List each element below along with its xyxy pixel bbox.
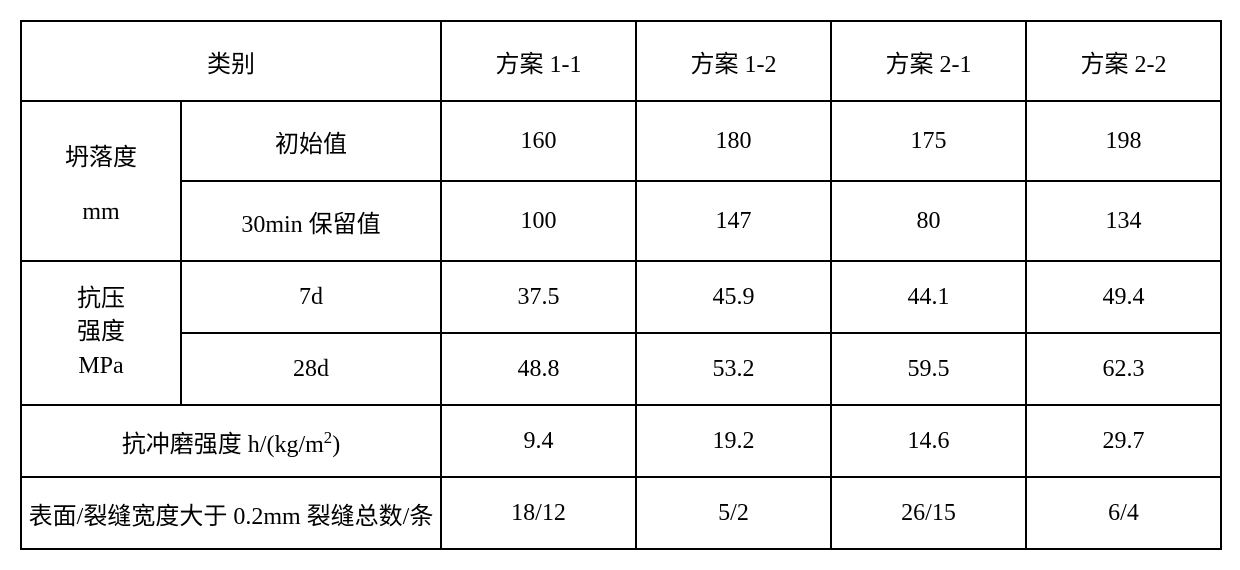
data-table: 类别 方案 1-1 方案 1-2 方案 2-1 方案 2-2 坍落度 mm 初始… [20,20,1222,550]
cell-value: 48.8 [441,333,636,405]
header-plan-1-2: 方案 1-2 [636,21,831,101]
cell-value: 19.2 [636,405,831,477]
strength-group-label: 抗压 强度 MPa [21,261,181,405]
table-row: 坍落度 mm 初始值 160 180 175 198 [21,101,1221,181]
cell-value: 9.4 [441,405,636,477]
abrasion-label-prefix: 抗冲磨强度 h/(kg/m [122,432,324,458]
table-row: 28d 48.8 53.2 59.5 62.3 [21,333,1221,405]
strength-7d-label: 7d [181,261,441,333]
strength-28d-label: 28d [181,333,441,405]
cell-value: 180 [636,101,831,181]
cell-value: 49.4 [1026,261,1221,333]
header-plan-2-2: 方案 2-2 [1026,21,1221,101]
cell-value: 45.9 [636,261,831,333]
table-row: 表面/裂缝宽度大于 0.2mm 裂缝总数/条 18/12 5/2 26/15 6… [21,477,1221,549]
strength-label-line1: 抗压 [77,286,125,312]
cell-value: 18/12 [441,477,636,549]
table-row: 30min 保留值 100 147 80 134 [21,181,1221,261]
header-category: 类别 [21,21,441,101]
cell-value: 147 [636,181,831,261]
cell-value: 5/2 [636,477,831,549]
strength-unit-text: MPa [78,353,123,379]
cell-value: 6/4 [1026,477,1221,549]
cell-value: 80 [831,181,1026,261]
strength-label-line2: 强度 [77,319,125,345]
abrasion-label: 抗冲磨强度 h/(kg/m2) [21,405,441,477]
cell-value: 53.2 [636,333,831,405]
cell-value: 14.6 [831,405,1026,477]
slump-label-text: 坍落度 [65,145,137,171]
cell-value: 26/15 [831,477,1026,549]
cell-value: 59.5 [831,333,1026,405]
cell-value: 175 [831,101,1026,181]
cell-value: 100 [441,181,636,261]
abrasion-exponent: 2 [324,428,332,447]
table-row: 抗冲磨强度 h/(kg/m2) 9.4 19.2 14.6 29.7 [21,405,1221,477]
cracks-label: 表面/裂缝宽度大于 0.2mm 裂缝总数/条 [21,477,441,549]
slump-unit-text: mm [82,199,119,225]
cell-value: 37.5 [441,261,636,333]
cell-value: 134 [1026,181,1221,261]
abrasion-label-suffix: ) [332,432,340,458]
cell-value: 198 [1026,101,1221,181]
cell-value: 29.7 [1026,405,1221,477]
cell-value: 44.1 [831,261,1026,333]
table-row: 抗压 强度 MPa 7d 37.5 45.9 44.1 49.4 [21,261,1221,333]
slump-retained-label: 30min 保留值 [181,181,441,261]
cell-value: 62.3 [1026,333,1221,405]
cell-value: 160 [441,101,636,181]
table-row: 类别 方案 1-1 方案 1-2 方案 2-1 方案 2-2 [21,21,1221,101]
header-plan-2-1: 方案 2-1 [831,21,1026,101]
slump-group-label: 坍落度 mm [21,101,181,261]
header-plan-1-1: 方案 1-1 [441,21,636,101]
slump-initial-label: 初始值 [181,101,441,181]
